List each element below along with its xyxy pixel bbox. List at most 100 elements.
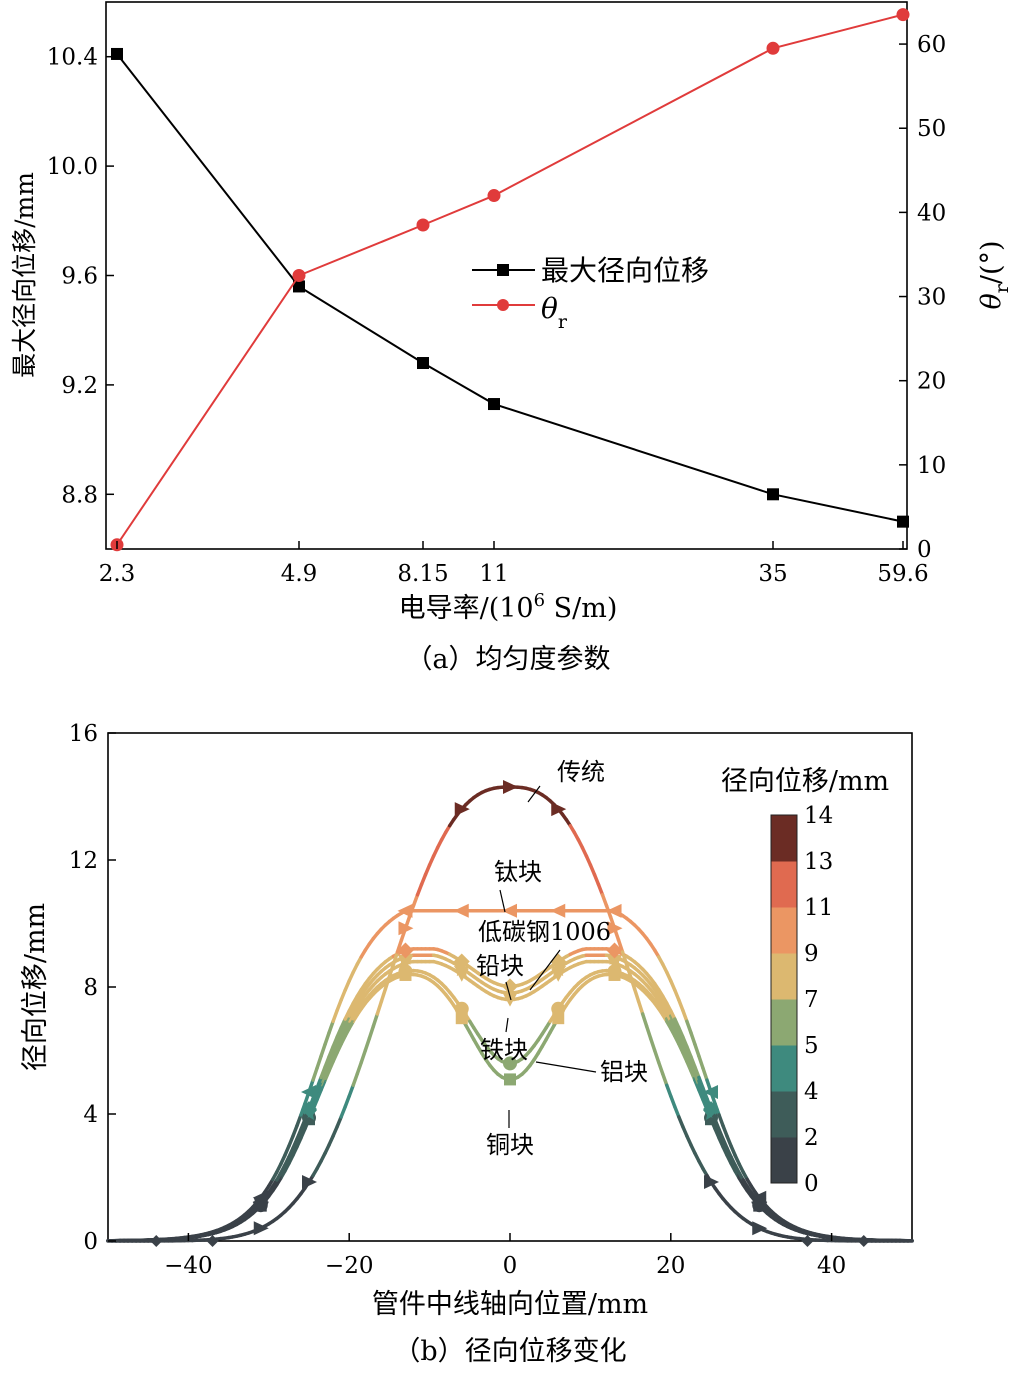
panel-a-xlabel: 电导率/(106 S/m): [399, 590, 618, 624]
panel-b-curve-segment: [620, 950, 629, 967]
panel-b-curve-segment: [311, 1066, 319, 1082]
panel-a-xtick-label: 2.3: [99, 561, 136, 587]
panel-b-curve-segment: [331, 1008, 339, 1024]
panel-a-legend: 最大径向位移 θr: [472, 254, 709, 333]
panel-b-curve-segment: [681, 1008, 689, 1024]
panel-b-curve-segment: [395, 938, 404, 954]
colorbar-swatch: [771, 861, 797, 908]
panel-a: 2.3 4.9 8.15 11 35 59.6 8.8 9.2 9.6 10.0 10.4 0 10 20…: [10, 1, 1013, 675]
panel-b-curve-segment: [592, 872, 601, 887]
panel-b-marker-triangle-right: [302, 1175, 317, 1190]
panel-b-marker-triangle-left: [550, 903, 566, 918]
panel-b-curve-segment: [323, 1030, 331, 1047]
panel-a-ytick-right-label: 30: [917, 285, 946, 311]
panel-b-annotation-label: 铜块: [486, 1131, 534, 1159]
panel-b-curve-segment: [351, 1072, 359, 1087]
panel-b-curve-segment: [689, 1054, 697, 1069]
panel-b-marker-square: [504, 1073, 516, 1086]
panel-b-curve-segment: [604, 903, 613, 919]
colorbar-frame: [770, 814, 798, 1184]
panel-b-curve-segment: [335, 998, 343, 1013]
panel-b-curve-segment: [379, 987, 388, 1004]
panel-b-curve-segment: [693, 1042, 701, 1058]
panel-a-circle-marker: [487, 189, 501, 203]
panel-a-ytick-right-label: 40: [917, 200, 946, 226]
panel-b-annotation-leader: [505, 1017, 509, 1033]
panel-a-circle-marker: [896, 8, 910, 22]
panel-b-marker-triangle-right: [551, 802, 567, 817]
panel-b-ylabel: 径向位移/mm: [20, 903, 51, 1071]
panel-a-ylabel-right: θr/(°): [976, 240, 1013, 309]
panel-b-curve-segment: [725, 1134, 733, 1148]
panel-b-curve-segment: [673, 1104, 681, 1119]
panel-b-ytick-label: 0: [83, 1229, 98, 1255]
panel-b-curve-segment: [383, 974, 392, 991]
panel-b-curve-segment: [335, 1115, 343, 1129]
panel-b-curve-segment: [697, 1054, 705, 1070]
colorbar-label: 13: [804, 849, 833, 875]
colorbar-swatch: [771, 953, 797, 1000]
panel-b-curve-segment: [669, 1094, 677, 1109]
panel-b-curve-segment: [640, 1012, 649, 1029]
panel-b-curve-segment: [596, 882, 605, 897]
panel-b-marker-circle: [551, 1001, 566, 1016]
panel-a-ytick-right-label: 10: [917, 453, 946, 479]
panel-a-xtick-label: 4.9: [281, 561, 318, 587]
panel-a-ytick-right-label: 20: [917, 369, 946, 395]
panel-b-curve-segment: [323, 1054, 331, 1069]
panel-b-curve-segment: [685, 1044, 693, 1059]
panel-b-annotation-leader: [527, 785, 541, 803]
panel-b-caption: （b）径向位移变化: [393, 1336, 626, 1367]
panel-b-ytick-label: 8: [83, 975, 98, 1001]
panel-b-curve-segment: [632, 987, 641, 1004]
panel-b-xtick-label: −40: [164, 1253, 213, 1279]
panel-b-marker-triangle-left: [606, 903, 622, 918]
panel-b-curve-segment: [339, 1104, 347, 1119]
panel-b-curve-segment: [600, 893, 609, 908]
panel-b-marker-triangle-left: [301, 1084, 316, 1099]
panel-b-curve-segment: [319, 1065, 327, 1080]
panel-b-curve-segment: [299, 1117, 307, 1132]
panel-b-marker-triangle-right: [454, 802, 470, 817]
panel-a-xtick-label: 11: [479, 561, 508, 587]
panel-b-marker-triangle-left: [751, 1190, 767, 1205]
panel-b-marker-circle: [607, 964, 622, 979]
panel-b-curve-segment: [411, 893, 420, 908]
panel-b-curve-segment: [299, 1101, 307, 1117]
panel-a-series-line: [116, 13, 904, 546]
panel-b-marker-triangle-right: [607, 921, 623, 936]
panel-a-square-marker: [293, 280, 305, 293]
panel-a-xtick-label: 59.6: [877, 561, 928, 587]
panel-b-curve-segment: [319, 1042, 327, 1058]
panel-b-curve-segment: [367, 1024, 376, 1041]
panel-a-circle-marker: [292, 269, 306, 282]
panel-a-series-line: [116, 53, 904, 523]
panel-b-annotation-leader: [499, 889, 506, 913]
panel-b-curve-segment: [656, 1060, 665, 1076]
panel-b-baseline-marker: [206, 1235, 219, 1247]
panel-b-curve-segment: [419, 872, 428, 887]
colorbar-label: 2: [804, 1125, 819, 1151]
panel-b-marker-triangle-right: [704, 1175, 719, 1190]
panel-b-curve-segment: [287, 1134, 295, 1148]
panel-a-xtick-label: 8.15: [397, 561, 448, 587]
panel-b-marker-diamond: [397, 942, 414, 959]
panel-a-square-marker: [488, 398, 500, 411]
panel-a-square-marker: [897, 515, 909, 528]
panel-b-curve-segment: [375, 999, 384, 1016]
panel-b-marker-diamond: [453, 953, 470, 970]
panel-b-curve-segment: [315, 1075, 323, 1090]
panel-b-curve-segment: [701, 1066, 709, 1082]
panel-b-curve-segment: [327, 1044, 335, 1059]
panel-b-curve-segment: [701, 1086, 709, 1101]
panel-b-annotation-leader: [529, 949, 561, 991]
panel-a-square-marker: [767, 488, 779, 501]
panel-b-marker-circle: [454, 1001, 469, 1016]
panel-b-marker-triangle-right: [253, 1221, 269, 1236]
panel-b-annotation-label: 铅块: [476, 952, 524, 980]
colorbar-swatch: [771, 1137, 797, 1184]
panel-b-curve-segment: [371, 1012, 380, 1029]
legend-square-marker: [497, 264, 509, 276]
